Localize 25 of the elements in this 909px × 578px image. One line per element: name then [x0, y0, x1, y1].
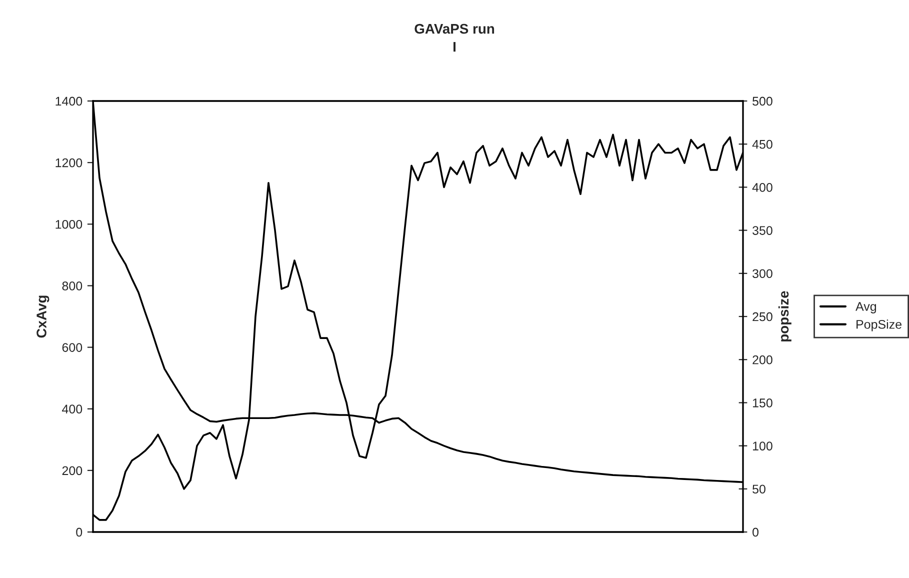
legend-label: PopSize — [856, 320, 902, 332]
y2-tick-label: 150 — [752, 398, 772, 408]
y-tick-label: 400 — [62, 404, 82, 414]
y2-tick-label: 200 — [752, 355, 772, 364]
y2-tick-label: 100 — [752, 442, 772, 450]
chart-title: GAVaPS run — [414, 24, 494, 34]
y2-tick-label: 500 — [752, 96, 772, 106]
y-tick-label: 0 — [76, 528, 82, 537]
legend-label: Avg — [856, 302, 876, 314]
y2-tick-label: 350 — [752, 226, 772, 235]
y2-tick-label: 300 — [752, 269, 772, 278]
y2-tick-label: 0 — [752, 528, 758, 537]
y-tick-label: 200 — [62, 466, 82, 476]
y2-tick-label: 250 — [752, 312, 772, 322]
y2-tick-label: 50 — [752, 484, 766, 494]
y2-tick-label: 400 — [752, 183, 772, 192]
y-tick-label: 1000 — [56, 220, 82, 229]
y-axis-title: CxAvg — [36, 296, 50, 338]
y2-tick-label: 450 — [752, 140, 772, 149]
y-tick-label: 1200 — [56, 158, 82, 168]
y-tick-label: 600 — [62, 343, 82, 352]
y2-axis-title: popsize — [778, 291, 792, 342]
chart-subtitle: I — [454, 42, 456, 52]
y-tick-label: 1400 — [56, 96, 82, 106]
y-tick-label: 800 — [62, 282, 82, 290]
